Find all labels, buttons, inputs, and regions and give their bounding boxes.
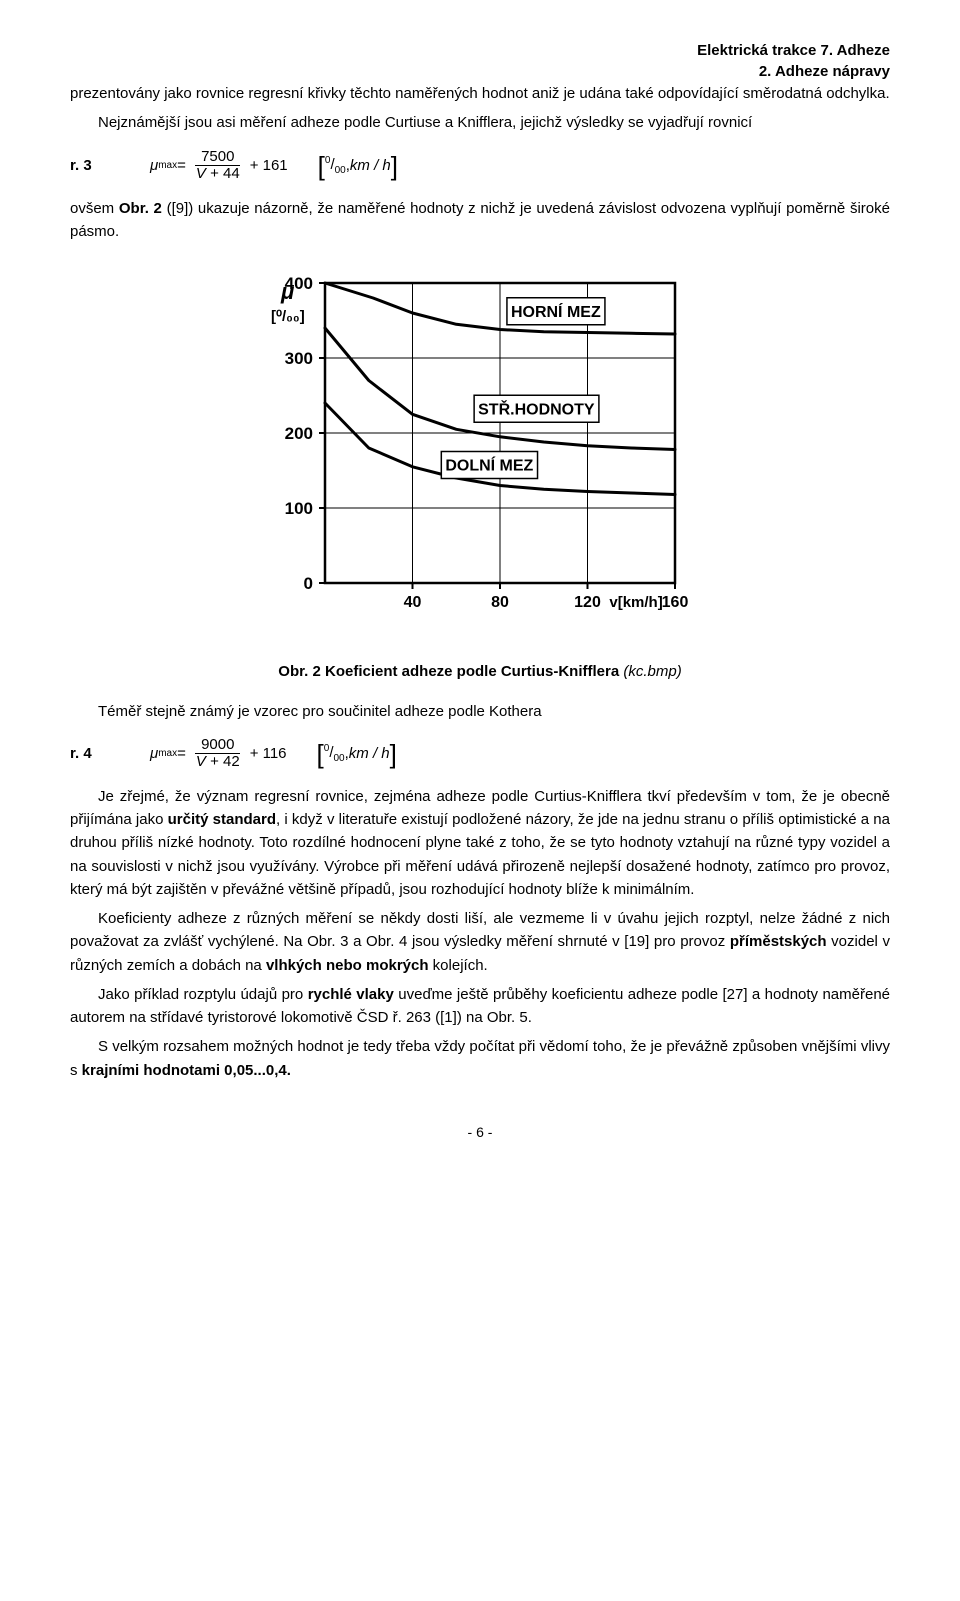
equation-r3: r. 3 μmax = 7500 V + 44 + 161 [ 0/00 , k… [70,149,890,183]
paragraph-8: S velkým rozsahem možných hodnot je tedy… [70,1035,890,1082]
equation-lhs-r4: μmax = 9000 V + 42 + 116 [150,737,287,771]
paragraph-3: ovšem Obr. 2 ([9]) ukazuje názorně, že n… [70,197,890,244]
equation-body-r4: μmax = 9000 V + 42 + 116 [ 0/00 , km / h… [150,737,890,771]
paragraph-2: Nejznámější jsou asi měření adheze podle… [70,111,890,134]
paragraph-6: Koeficienty adheze z různých měření se n… [70,907,890,977]
svg-text:STŘ.HODNOTY: STŘ.HODNOTY [478,399,595,418]
figure-caption: Obr. 2 Koeficient adheze podle Curtius-K… [70,660,890,683]
equation-lhs-r3: μmax = 7500 V + 44 + 161 [150,149,288,183]
svg-text:HORNÍ MEZ: HORNÍ MEZ [511,302,601,321]
svg-text:DOLNÍ MEZ: DOLNÍ MEZ [445,456,533,475]
equation-body-r3: μmax = 7500 V + 44 + 161 [ 0/00 , km / h… [150,149,890,183]
svg-text:40: 40 [404,594,422,611]
header-line-1: Elektrická trakce 7. Adheze [70,40,890,61]
paragraph-4: Téměř stejně známý je vzorec pro součini… [70,700,890,723]
equation-label-r4: r. 4 [70,742,150,765]
equation-units-r3: [ 0/00 , km / h ] [318,153,398,179]
paragraph-7: Jako příklad rozptylu údajů pro rychlé v… [70,983,890,1030]
svg-text:200: 200 [285,424,313,443]
svg-text:[⁰/₀₀]: [⁰/₀₀] [271,308,305,325]
paragraph-1: prezentovány jako rovnice regresní křivk… [70,82,890,105]
equation-label-r3: r. 3 [70,154,150,177]
svg-text:v[km/h]: v[km/h] [609,594,662,611]
equation-r4: r. 4 μmax = 9000 V + 42 + 116 [ 0/00 , k… [70,737,890,771]
svg-text:μ: μ [280,279,294,304]
page-number: - 6 - [70,1122,890,1144]
svg-text:120: 120 [574,594,601,611]
svg-text:300: 300 [285,349,313,368]
svg-text:160: 160 [662,594,689,611]
svg-text:0: 0 [304,574,313,593]
header-line-2: 2. Adheze nápravy [70,61,890,82]
page-header: Elektrická trakce 7. Adheze 2. Adheze ná… [70,40,890,82]
chart-svg: 01002003004004080120160v[km/h]μ[⁰/₀₀]HOR… [240,263,720,643]
svg-text:100: 100 [285,499,313,518]
equation-units-r4: [ 0/00 , km / h ] [317,741,397,767]
svg-text:80: 80 [491,594,509,611]
figure-obr2: 01002003004004080120160v[km/h]μ[⁰/₀₀]HOR… [70,263,890,684]
paragraph-5: Je zřejmé, že význam regresní rovnice, z… [70,785,890,901]
